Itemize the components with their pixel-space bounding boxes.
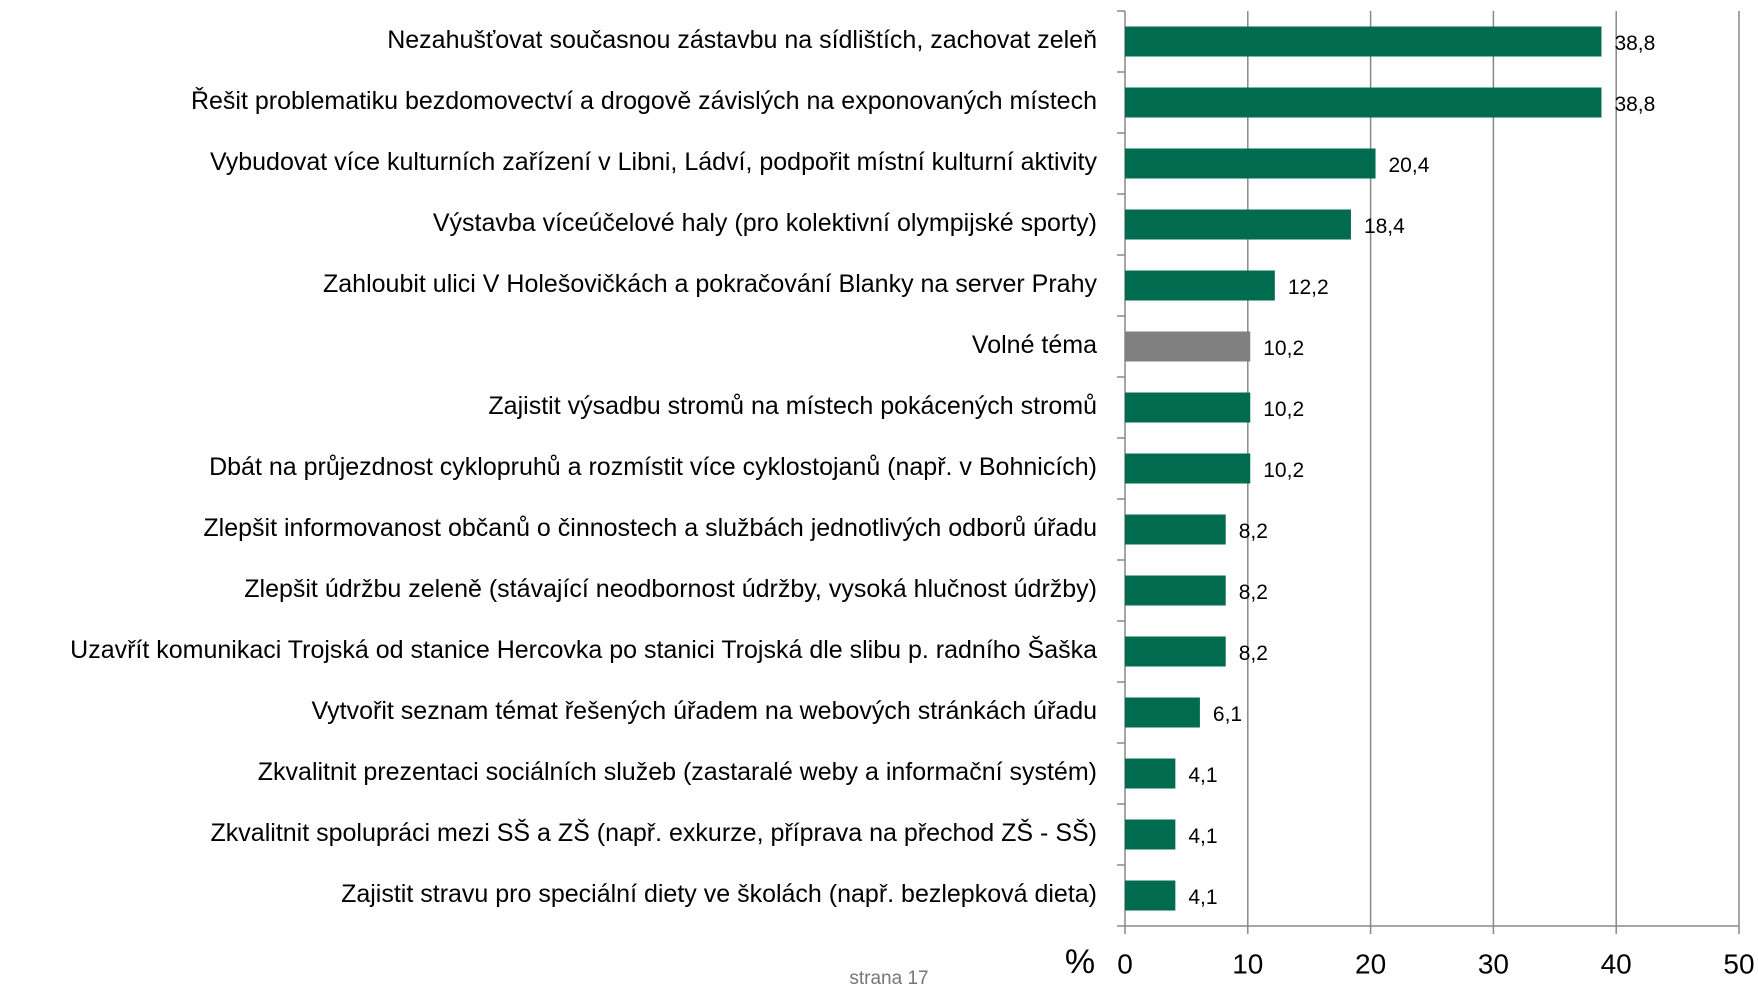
x-tick-label: 10 (1232, 948, 1263, 979)
y-tick-label: Zajistit výsadbu stromů na místech pokác… (488, 392, 1097, 420)
value-label: 4,1 (1188, 764, 1217, 787)
value-label: 4,1 (1188, 825, 1217, 848)
bar (1125, 575, 1226, 606)
y-tick-label: Vybudovat více kulturních zařízení v Lib… (210, 148, 1097, 176)
bar (1125, 26, 1602, 57)
bar (1125, 819, 1176, 850)
y-tick-label: Dbát na průjezdnost cyklopruhů a rozmíst… (209, 453, 1097, 481)
x-tick-label: 40 (1601, 948, 1632, 979)
y-tick-label: Zlepšit údržbu zeleně (stávající neodbor… (244, 575, 1097, 603)
bar (1125, 209, 1351, 240)
x-tick-label: 30 (1478, 948, 1509, 979)
bar (1125, 697, 1200, 728)
value-label: 38,8 (1614, 32, 1655, 55)
y-tick-label: Nezahušťovat současnou zástavbu na sídli… (387, 26, 1097, 54)
bar (1125, 880, 1176, 911)
value-label: 8,2 (1239, 520, 1268, 543)
value-label: 18,4 (1364, 215, 1405, 238)
value-label: 10,2 (1263, 398, 1304, 421)
y-tick-label: Zajistit stravu pro speciální diety ve š… (341, 880, 1097, 908)
y-tick-label: Uzavřít komunikaci Trojská od stanice He… (70, 635, 1097, 664)
bar (1125, 392, 1251, 423)
y-tick-label: Zkvalitnit spolupráci mezi SŠ a ZŠ (např… (211, 818, 1097, 847)
y-tick-label: Zlepšit informovanost občanů o činnostec… (203, 514, 1097, 542)
value-label: 4,1 (1188, 886, 1217, 909)
value-label: 10,2 (1263, 337, 1304, 360)
value-label: 12,2 (1288, 276, 1329, 299)
bar (1125, 453, 1251, 484)
y-tick-label: Zahloubit ulici V Holešovičkách a pokrač… (323, 270, 1097, 298)
page-footer: strana 17 (849, 968, 928, 988)
x-axis-label: % (1065, 943, 1095, 981)
bar (1125, 148, 1376, 179)
x-tick-label: 20 (1355, 948, 1386, 979)
value-label: 10,2 (1263, 459, 1304, 482)
bar (1125, 270, 1275, 301)
value-label: 38,8 (1614, 93, 1655, 116)
bar (1125, 514, 1226, 545)
x-tick-label: 0 (1117, 948, 1133, 979)
y-tick-label: Řešit problematiku bezdomovectví a drogo… (191, 86, 1097, 115)
value-label: 20,4 (1389, 154, 1430, 177)
y-tick-label: Volné téma (972, 331, 1097, 359)
bar (1125, 331, 1251, 362)
y-tick-label: Zkvalitnit prezentaci sociálních služeb … (258, 758, 1097, 786)
y-tick-label: Výstavba víceúčelové haly (pro kolektivn… (433, 209, 1097, 237)
value-label: 8,2 (1239, 581, 1268, 604)
bar (1125, 87, 1602, 118)
value-label: 8,2 (1239, 642, 1268, 665)
value-label: 6,1 (1213, 703, 1242, 726)
y-tick-label: Vytvořit seznam témat řešených úřadem na… (311, 697, 1097, 725)
x-tick-label: 50 (1723, 948, 1754, 979)
bar (1125, 636, 1226, 667)
bar (1125, 758, 1176, 789)
